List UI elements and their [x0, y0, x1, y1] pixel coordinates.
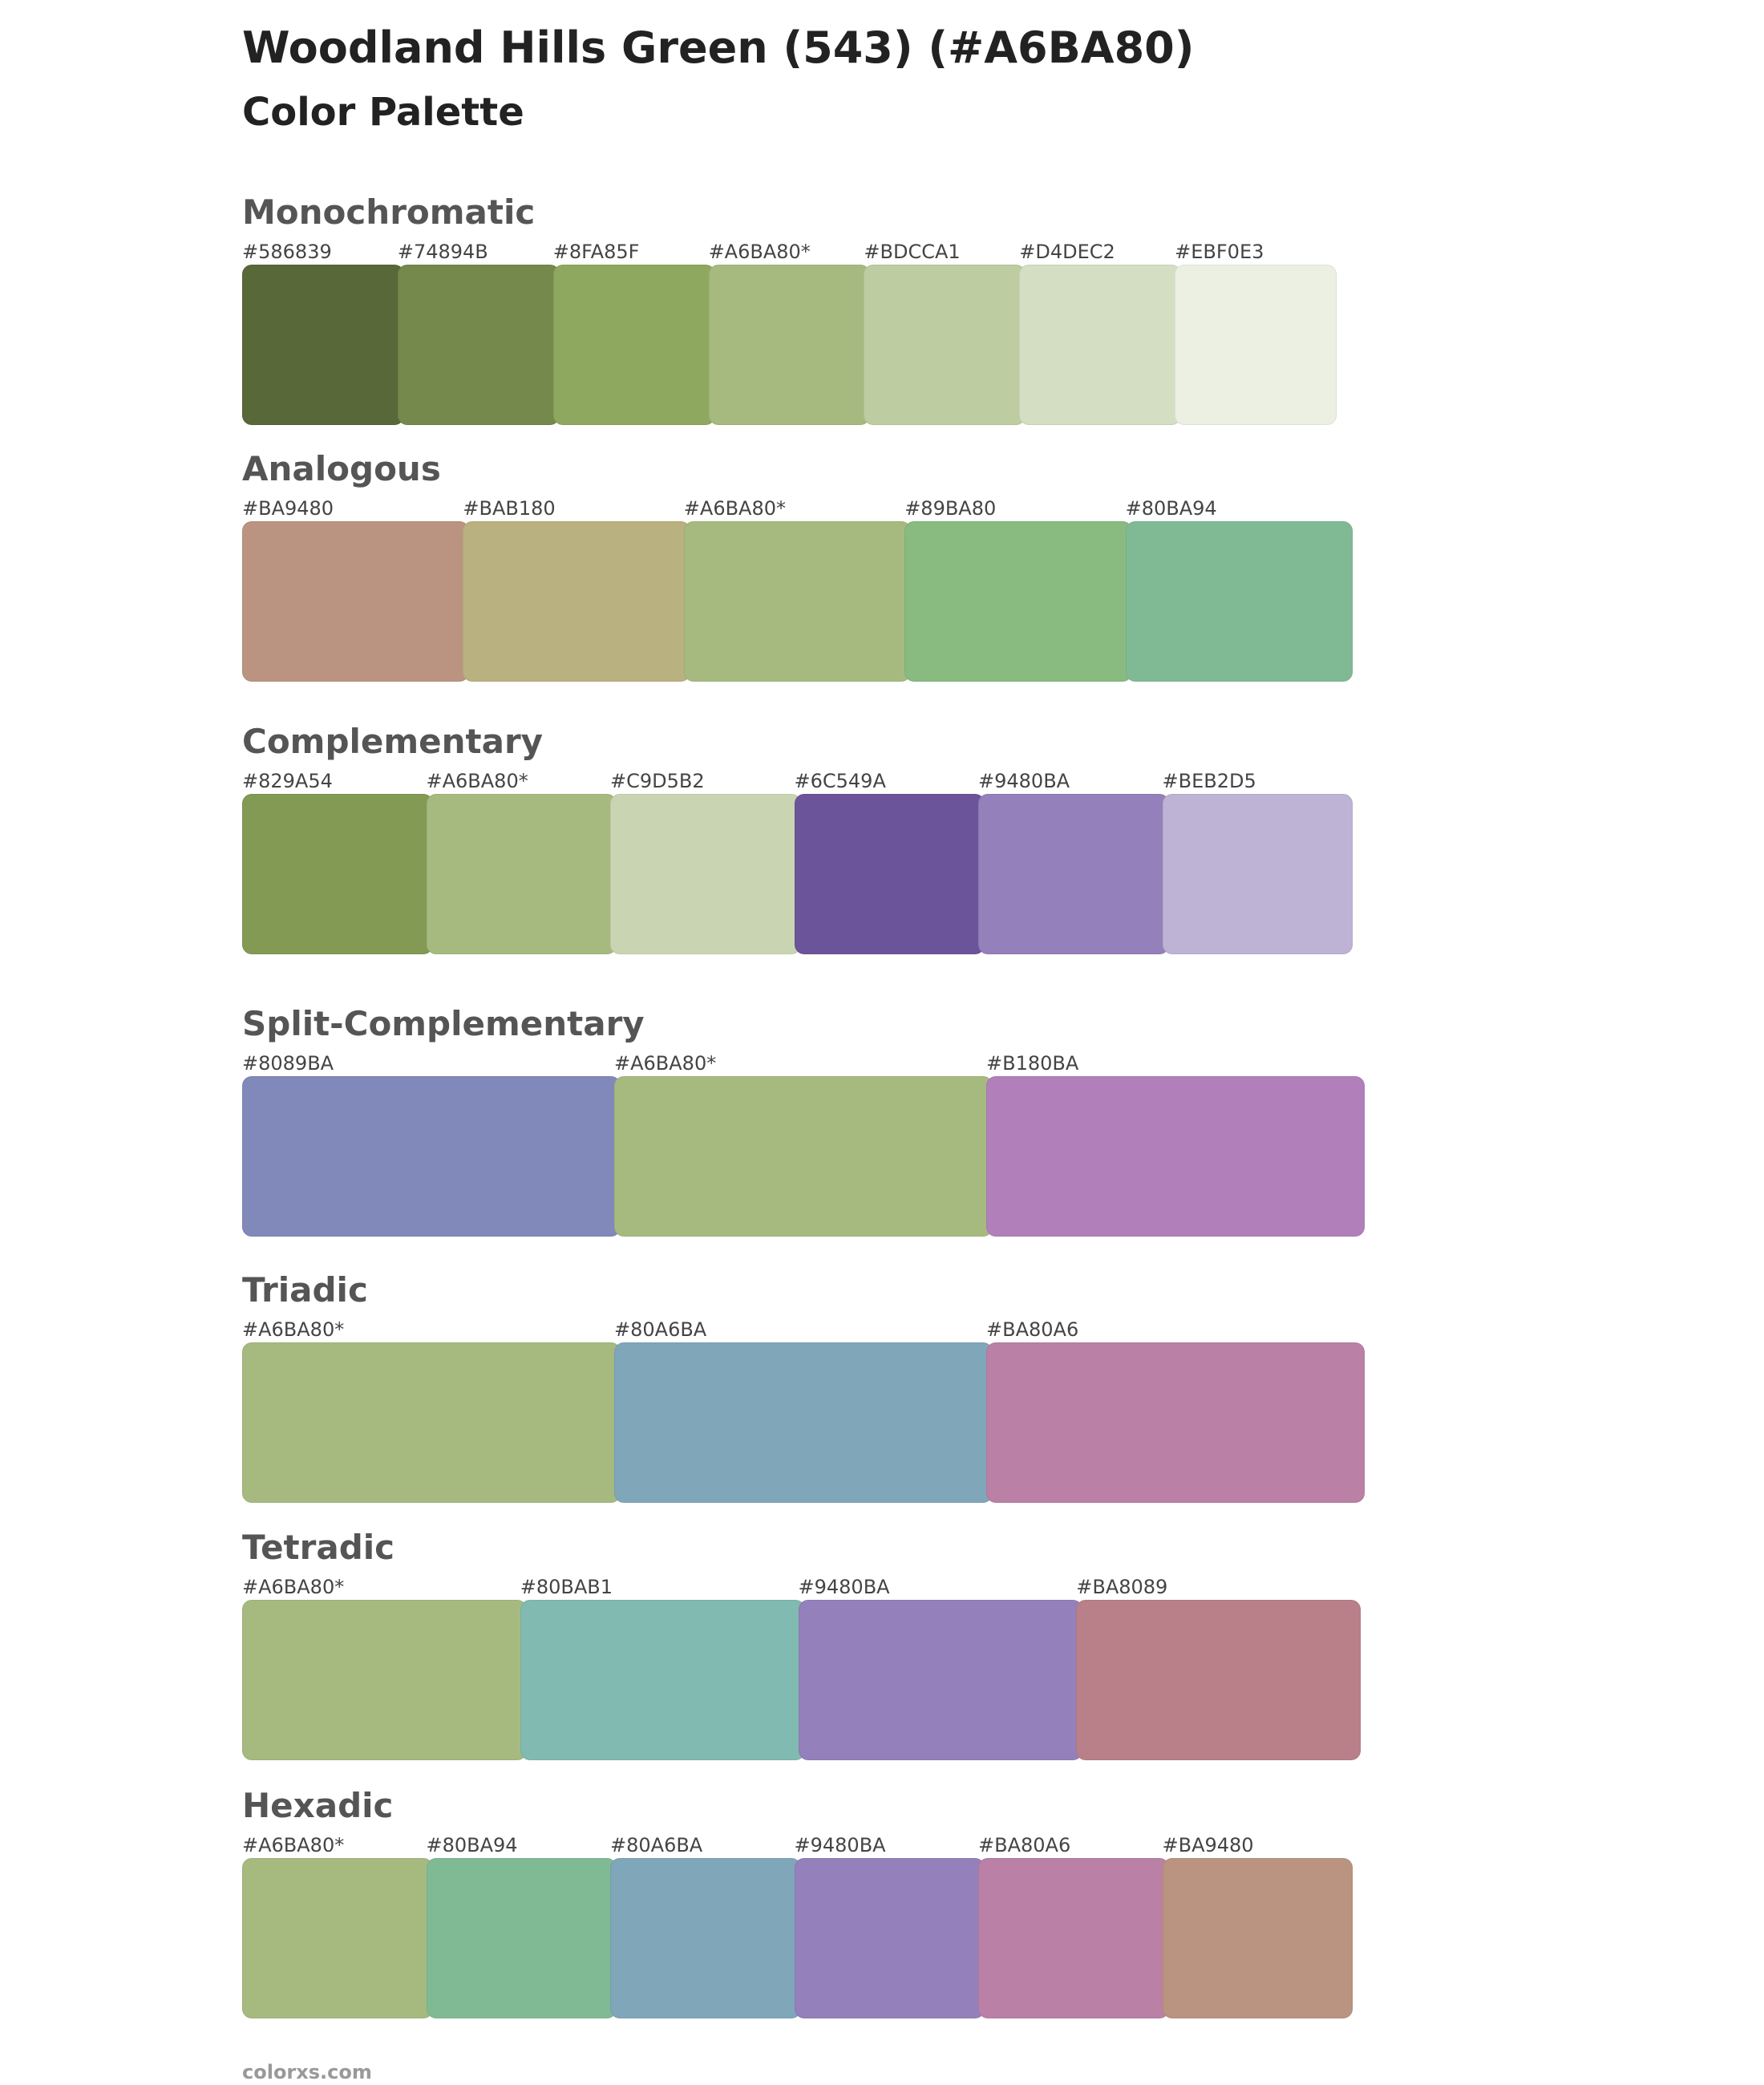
- swatch[interactable]: [1076, 1600, 1361, 1760]
- swatch-label: #8FA85F: [552, 241, 640, 263]
- swatch[interactable]: [1175, 265, 1337, 425]
- footer[interactable]: colorxs.com: [242, 2061, 372, 2083]
- swatch-label: #A6BA80*: [242, 1318, 345, 1341]
- swatch-label: #BA9480: [1162, 1834, 1254, 1856]
- swatch[interactable]: [1019, 265, 1182, 425]
- swatch[interactable]: [986, 1076, 1365, 1237]
- swatch-label: #829A54: [242, 770, 333, 792]
- swatch-label: #A6BA80*: [614, 1052, 717, 1075]
- swatch[interactable]: [242, 521, 470, 682]
- swatch-label: #80A6BA: [610, 1834, 703, 1856]
- swatch[interactable]: [552, 265, 715, 425]
- swatch[interactable]: [426, 794, 617, 954]
- swatch[interactable]: [1162, 794, 1353, 954]
- swatch[interactable]: [794, 1858, 985, 2018]
- swatch-label: #586839: [242, 241, 332, 263]
- title: Woodland Hills Green (543) (#A6BA80): [242, 22, 1195, 73]
- swatch-label: #B180BA: [986, 1052, 1079, 1075]
- swatch-label: #EBF0E3: [1175, 241, 1264, 263]
- swatch[interactable]: [1162, 1858, 1353, 2018]
- swatch[interactable]: [798, 1600, 1083, 1760]
- section-heading: Complementary: [242, 722, 544, 761]
- swatch[interactable]: [463, 521, 690, 682]
- subtitle: Color Palette: [242, 90, 524, 135]
- swatch[interactable]: [708, 265, 871, 425]
- swatch[interactable]: [978, 1858, 1169, 2018]
- swatch-label: #9480BA: [794, 1834, 886, 1856]
- section-heading: Analogous: [242, 449, 441, 488]
- swatch[interactable]: [397, 265, 560, 425]
- swatch[interactable]: [242, 794, 433, 954]
- swatch-label: #BA80A6: [978, 1834, 1071, 1856]
- swatch-label: #D4DEC2: [1019, 241, 1115, 263]
- swatch-label: #9480BA: [978, 770, 1070, 792]
- section-heading: Tetradic: [242, 1528, 395, 1567]
- swatch[interactable]: [426, 1858, 617, 2018]
- section-heading: Hexadic: [242, 1786, 394, 1825]
- swatch[interactable]: [242, 265, 404, 425]
- swatch[interactable]: [242, 1600, 527, 1760]
- swatch[interactable]: [242, 1076, 621, 1237]
- swatch-label: #9480BA: [798, 1576, 890, 1598]
- swatch-label: #BDCCA1: [864, 241, 961, 263]
- swatch[interactable]: [614, 1076, 993, 1237]
- swatch[interactable]: [614, 1342, 993, 1503]
- swatch[interactable]: [683, 521, 912, 682]
- section-heading: Monochromatic: [242, 192, 536, 232]
- swatch-label: #8089BA: [242, 1052, 334, 1075]
- swatch-label: #A6BA80*: [683, 497, 787, 520]
- swatch-label: #BA80A6: [986, 1318, 1079, 1341]
- swatch[interactable]: [610, 1858, 801, 2018]
- swatch[interactable]: [904, 521, 1132, 682]
- swatch-label: #A6BA80*: [708, 241, 811, 263]
- swatch-label: #80BAB1: [520, 1576, 613, 1598]
- swatch-label: #80A6BA: [614, 1318, 707, 1341]
- swatch-label: #80BA94: [426, 1834, 518, 1856]
- swatch[interactable]: [986, 1342, 1365, 1503]
- section-heading: Split-Complementary: [242, 1004, 645, 1043]
- swatch[interactable]: [242, 1342, 621, 1503]
- swatch[interactable]: [864, 265, 1026, 425]
- swatch-label: #C9D5B2: [610, 770, 705, 792]
- swatch[interactable]: [520, 1600, 805, 1760]
- swatch-label: #BAB180: [463, 497, 556, 520]
- swatch[interactable]: [242, 1858, 433, 2018]
- swatch[interactable]: [794, 794, 985, 954]
- swatch-label: #74894B: [397, 241, 488, 263]
- swatch-label: #BA8089: [1076, 1576, 1168, 1598]
- swatch[interactable]: [978, 794, 1169, 954]
- swatch-label: #6C549A: [794, 770, 886, 792]
- swatch-label: #A6BA80*: [242, 1576, 345, 1598]
- swatch-label: #BEB2D5: [1162, 770, 1256, 792]
- swatch[interactable]: [1125, 521, 1353, 682]
- swatch[interactable]: [610, 794, 801, 954]
- swatch-label: #A6BA80*: [426, 770, 528, 792]
- swatch-label: #80BA94: [1125, 497, 1217, 520]
- section-heading: Triadic: [242, 1270, 368, 1310]
- swatch-label: #BA9480: [242, 497, 334, 520]
- swatch-label: #A6BA80*: [242, 1834, 345, 1856]
- swatch-label: #89BA80: [904, 497, 997, 520]
